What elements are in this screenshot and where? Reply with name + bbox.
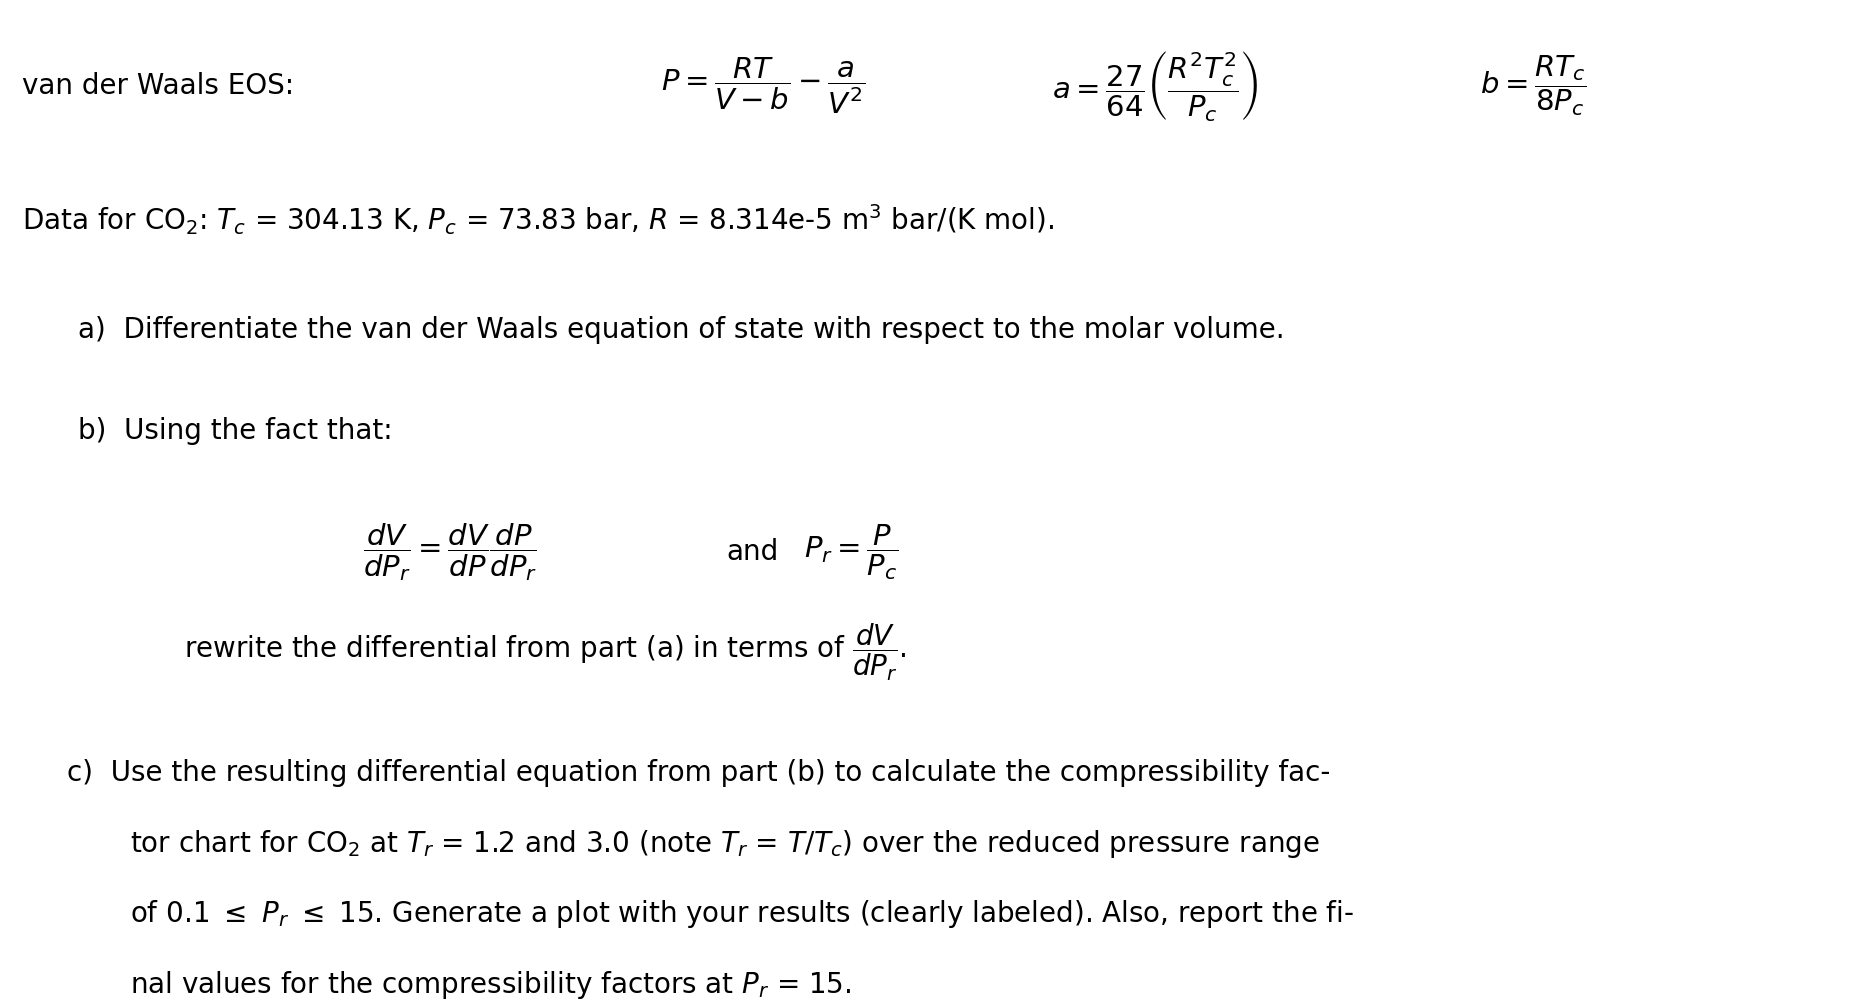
Text: $\dfrac{dV}{dP_r} = \dfrac{dV}{dP}\dfrac{dP}{dP_r}$: $\dfrac{dV}{dP_r} = \dfrac{dV}{dP}\dfrac… <box>363 521 538 583</box>
Text: rewrite the differential from part (a) in terms of $\dfrac{dV}{dP_r}$.: rewrite the differential from part (a) i… <box>184 621 907 684</box>
Text: of 0.1 $\leq$ $P_r$ $\leq$ 15. Generate a plot with your results (clearly labele: of 0.1 $\leq$ $P_r$ $\leq$ 15. Generate … <box>130 898 1354 930</box>
Text: $P_r = \dfrac{P}{P_c}$: $P_r = \dfrac{P}{P_c}$ <box>804 522 899 582</box>
Text: $b = \dfrac{RT_c}{8P_c}$: $b = \dfrac{RT_c}{8P_c}$ <box>1480 53 1586 118</box>
Text: $a = \dfrac{27}{64}\left(\dfrac{R^2 T_c^2}{P_c}\right)$: $a = \dfrac{27}{64}\left(\dfrac{R^2 T_c^… <box>1052 48 1259 123</box>
Text: tor chart for CO$_2$ at $T_r$ = 1.2 and 3.0 (note $T_r$ = $T/T_c$) over the redu: tor chart for CO$_2$ at $T_r$ = 1.2 and … <box>130 828 1320 860</box>
Text: a)  Differentiate the van der Waals equation of state with respect to the molar : a) Differentiate the van der Waals equat… <box>78 316 1285 344</box>
Text: van der Waals EOS:: van der Waals EOS: <box>22 71 294 100</box>
Text: nal values for the compressibility factors at $P_r$ = 15.: nal values for the compressibility facto… <box>130 969 851 1001</box>
Text: $P = \dfrac{RT}{V - b} - \dfrac{a}{V^2}$: $P = \dfrac{RT}{V - b} - \dfrac{a}{V^2}$ <box>661 55 866 116</box>
Text: and: and <box>726 538 778 566</box>
Text: c)  Use the resulting differential equation from part (b) to calculate the compr: c) Use the resulting differential equati… <box>67 759 1331 787</box>
Text: Data for CO$_2$: $T_c$ = 304.13 K, $P_c$ = 73.83 bar, $R$ = 8.314e-5 m$^3$ bar/(: Data for CO$_2$: $T_c$ = 304.13 K, $P_c$… <box>22 202 1054 237</box>
Text: b)  Using the fact that:: b) Using the fact that: <box>78 417 393 445</box>
